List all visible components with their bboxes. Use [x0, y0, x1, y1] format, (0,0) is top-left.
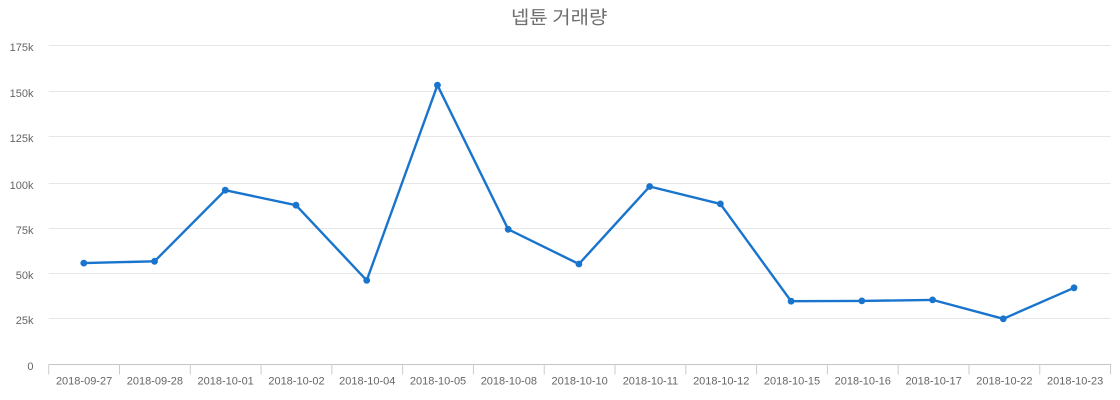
svg-text:175k: 175k	[10, 42, 34, 54]
svg-text:2018-10-22: 2018-10-22	[976, 376, 1032, 388]
svg-text:25k: 25k	[16, 315, 34, 327]
svg-text:100k: 100k	[10, 180, 34, 192]
svg-text:2018-09-27: 2018-09-27	[56, 376, 112, 388]
svg-text:2018-10-12: 2018-10-12	[693, 376, 749, 388]
svg-text:150k: 150k	[10, 88, 34, 100]
svg-text:2018-10-05: 2018-10-05	[410, 376, 466, 388]
svg-text:2018-10-15: 2018-10-15	[764, 376, 820, 388]
svg-text:2018-10-01: 2018-10-01	[198, 376, 254, 388]
svg-text:2018-10-10: 2018-10-10	[551, 376, 607, 388]
svg-text:125k: 125k	[10, 133, 34, 145]
svg-text:2018-10-11: 2018-10-11	[623, 376, 678, 388]
svg-text:2018-10-17: 2018-10-17	[905, 376, 961, 388]
svg-text:2018-10-04: 2018-10-04	[339, 376, 395, 388]
svg-text:2018-10-23: 2018-10-23	[1047, 376, 1103, 388]
svg-text:2018-10-08: 2018-10-08	[481, 376, 537, 388]
svg-text:2018-09-28: 2018-09-28	[127, 376, 183, 388]
svg-text:75k: 75k	[16, 225, 34, 237]
svg-text:2018-10-16: 2018-10-16	[835, 376, 891, 388]
svg-text:2018-10-02: 2018-10-02	[268, 376, 324, 388]
svg-text:50k: 50k	[16, 270, 34, 282]
svg-text:0: 0	[27, 361, 33, 373]
